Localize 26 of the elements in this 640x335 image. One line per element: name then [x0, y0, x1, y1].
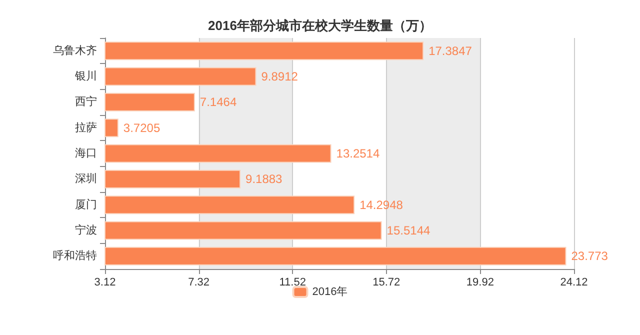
- data-label: 7.1464: [200, 95, 237, 110]
- x-tick-label: 7.32: [188, 276, 210, 288]
- y-tick-label: 厦门: [75, 198, 97, 211]
- y-tick-label: 海口: [75, 148, 97, 160]
- data-label: 23.773: [571, 249, 608, 264]
- data-label: 9.1883: [246, 172, 283, 186]
- y-tick-label: 宁波: [75, 224, 97, 236]
- data-label: 17.3847: [428, 44, 472, 58]
- x-tick-label: 15.72: [372, 276, 400, 288]
- data-label: 9.8912: [261, 70, 298, 84]
- x-tick-label: 3.12: [94, 276, 116, 288]
- legend-label: 2016年: [312, 286, 348, 298]
- data-label: 13.2514: [336, 146, 380, 160]
- chart-title: 2016年部分城市在校大学生数量（万）: [208, 18, 432, 33]
- y-tick-label: 西宁: [75, 95, 97, 108]
- data-label: 14.2948: [360, 198, 404, 212]
- x-tick-label: 24.12: [560, 276, 588, 288]
- y-tick-label: 呼和浩特: [53, 249, 97, 262]
- y-tick-label: 银川: [74, 70, 97, 82]
- data-label: 3.7205: [123, 120, 160, 135]
- x-tick-label: 11.52: [279, 276, 306, 288]
- y-tick-label: 乌鲁木齐: [53, 44, 97, 57]
- x-tick-label: 19.92: [466, 276, 494, 288]
- data-label: 15.5144: [386, 224, 431, 238]
- y-tick-label: 拉萨: [75, 120, 97, 134]
- y-tick-label: 深圳: [75, 172, 97, 186]
